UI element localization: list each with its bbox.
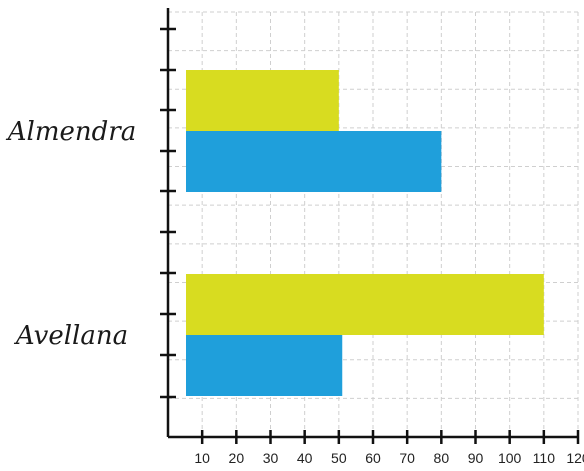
bar-almendra-series-1 [186, 70, 339, 131]
x-tick-label: 120 [566, 450, 584, 466]
x-tick-label: 30 [263, 450, 279, 466]
x-tick-label: 110 [533, 450, 556, 466]
bar-almendra-series-2 [186, 131, 442, 192]
labels: 10 20 30 40 50 60 70 80 90 100 110 120 Almendra Avell… [6, 117, 584, 466]
x-tick-label: 40 [297, 450, 313, 466]
x-tick-label: 10 [194, 450, 210, 466]
x-tick-label: 60 [365, 450, 381, 466]
x-tick-label: 70 [399, 450, 415, 466]
x-tick-label: 100 [498, 450, 522, 466]
x-tick-label: 80 [434, 450, 450, 466]
x-tick-label: 90 [468, 450, 484, 466]
axes [160, 8, 580, 444]
category-label-avellana: Avellana [14, 321, 128, 351]
bar-avellana-series-1 [186, 274, 544, 335]
category-label-almendra: Almendra [6, 117, 136, 147]
bar-avellana-series-2 [186, 335, 343, 396]
bars [186, 70, 544, 396]
x-tick-label: 50 [331, 450, 347, 466]
x-tick-label: 20 [229, 450, 245, 466]
